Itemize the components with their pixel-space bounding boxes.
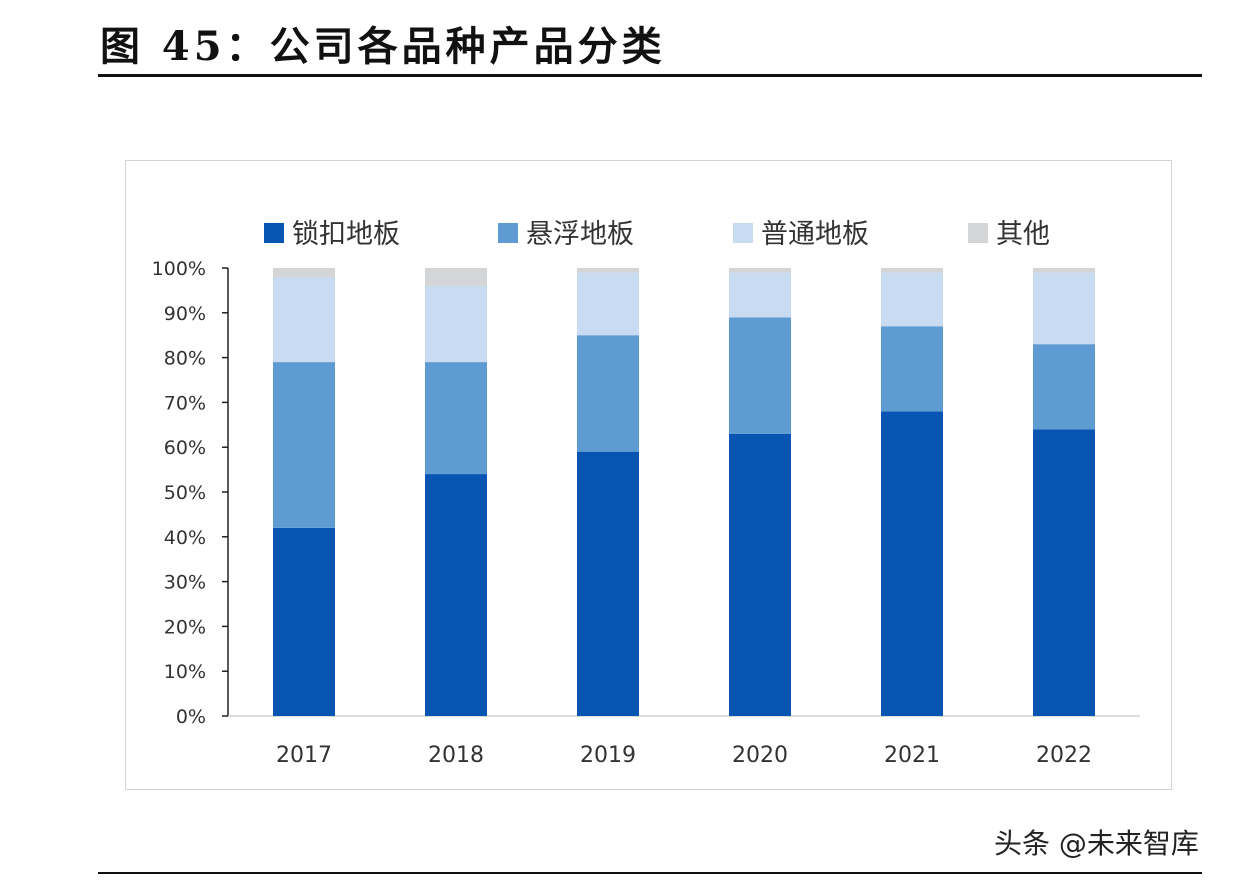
bar-segment [273, 527, 335, 716]
bar-segment [729, 272, 791, 318]
bar-segment [425, 474, 487, 716]
bar-segment [577, 272, 639, 336]
legend-swatch [968, 223, 988, 243]
bar-segment [1033, 272, 1095, 345]
bar-segment [1033, 429, 1095, 716]
legend-swatch [733, 223, 753, 243]
x-tick-label: 2022 [1036, 743, 1092, 768]
y-tick-label: 0% [176, 706, 206, 728]
bar-segment [881, 268, 943, 273]
bottom-rule [98, 872, 1202, 874]
bar-segment [425, 285, 487, 363]
legend-swatch [498, 223, 518, 243]
legend-swatch [264, 223, 284, 243]
y-tick-label: 100% [152, 258, 206, 280]
source-watermark: 头条 @未来智库 [994, 827, 1199, 860]
bar-segment [577, 451, 639, 716]
bar-segment [881, 411, 943, 716]
legend-label: 其他 [996, 219, 1050, 250]
bar-segment [1033, 268, 1095, 273]
bar-segment [881, 326, 943, 412]
y-tick-label: 80% [164, 348, 206, 370]
x-tick-label: 2017 [276, 743, 332, 768]
legend-label: 悬浮地板 [526, 219, 634, 250]
bar-segment [273, 268, 335, 277]
x-tick-label: 2018 [428, 743, 484, 768]
bar-segment [273, 362, 335, 528]
bar-segment [881, 272, 943, 327]
bar-segment [729, 317, 791, 434]
y-tick-label: 40% [164, 527, 206, 549]
bar-segment [729, 268, 791, 273]
top-rule [98, 74, 1202, 77]
bar-segment [577, 335, 639, 452]
bar-segment [425, 268, 487, 286]
x-tick-label: 2020 [732, 743, 788, 768]
bar-segment [1033, 344, 1095, 430]
y-tick-label: 90% [164, 303, 206, 325]
y-tick-label: 60% [164, 437, 206, 459]
legend-label: 普通地板 [761, 219, 869, 250]
y-tick-label: 50% [164, 482, 206, 504]
bar-segment [577, 268, 639, 273]
y-tick-label: 20% [164, 616, 206, 638]
x-tick-label: 2021 [884, 743, 940, 768]
figure-title: 图 45：公司各品种产品分类 [100, 23, 666, 70]
y-tick-label: 70% [164, 392, 206, 414]
y-tick-label: 10% [164, 661, 206, 683]
legend-label: 锁扣地板 [292, 219, 400, 250]
bar-segment [425, 362, 487, 475]
bar-segment [273, 276, 335, 363]
y-tick-label: 30% [164, 572, 206, 594]
x-tick-label: 2019 [580, 743, 636, 768]
bar-segment [729, 433, 791, 716]
